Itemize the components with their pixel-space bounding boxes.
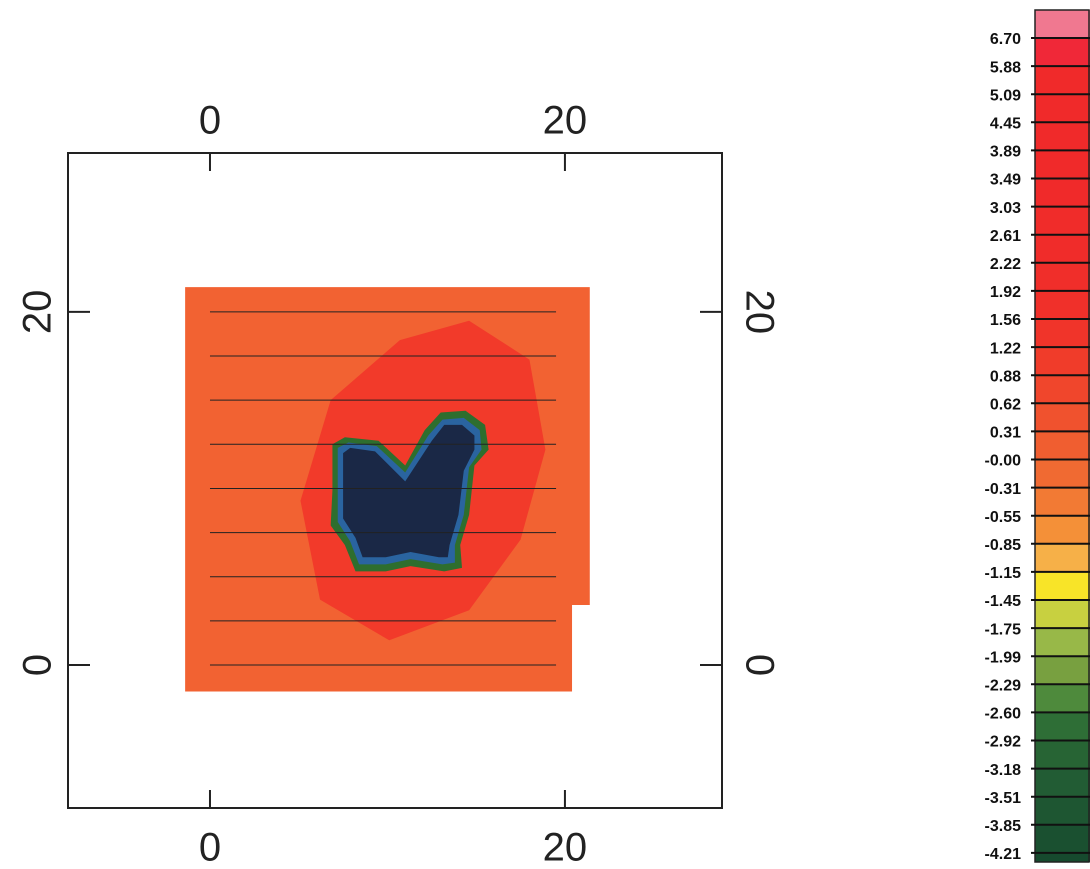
colorbar-label: -0.55 [985, 509, 1022, 526]
colorbar-label: -1.45 [985, 593, 1022, 610]
colorbar-label: 0.88 [990, 368, 1021, 385]
colorbar-swatch [1035, 375, 1090, 404]
colorbar-swatch [1035, 515, 1090, 544]
colorbar-swatch [1035, 740, 1090, 769]
colorbar-label: 1.22 [990, 340, 1021, 357]
colorbar-swatch [1035, 122, 1090, 151]
colorbar-swatch [1035, 206, 1090, 235]
colorbar-swatch [1035, 94, 1090, 123]
colorbar-label: 0.31 [990, 425, 1021, 442]
colorbar-label: -3.51 [985, 790, 1022, 807]
colorbar-swatch [1035, 347, 1090, 376]
colorbar-label: 3.49 [990, 172, 1021, 189]
colorbar-label: 5.88 [990, 59, 1021, 76]
colorbar-swatch [1035, 38, 1090, 67]
colorbar-label: 0.62 [990, 397, 1021, 414]
colorbar-label: -2.29 [985, 678, 1022, 695]
colorbar-label: 5.09 [990, 87, 1021, 104]
x-tick-label: 0 [199, 826, 221, 869]
colorbar-label: -0.31 [985, 481, 1022, 498]
colorbar-swatch [1035, 431, 1090, 460]
colorbar-swatch [1035, 319, 1090, 348]
colorbar-swatch [1035, 150, 1090, 179]
colorbar-swatch [1035, 600, 1090, 629]
plot-frame [67, 152, 723, 809]
colorbar-label: 4.45 [990, 116, 1021, 133]
colorbar-swatch [1035, 262, 1090, 291]
colorbar-swatch [1035, 487, 1090, 516]
colorbar-swatch [1035, 459, 1090, 488]
colorbar-swatch [1035, 290, 1090, 319]
colorbar-label: -1.99 [985, 649, 1022, 666]
colorbar-label: 1.56 [990, 312, 1021, 329]
colorbar-swatch [1035, 571, 1090, 600]
x-tick-label: 20 [543, 826, 588, 869]
colorbar-label: 3.03 [990, 200, 1021, 217]
colorbar-swatch [1035, 234, 1090, 263]
colorbar-swatch [1035, 796, 1090, 825]
y-tick-label: 0 [737, 654, 781, 676]
colorbar-swatch [1035, 684, 1090, 713]
colorbar-label: 1.92 [990, 284, 1021, 301]
colorbar-label: 6.70 [990, 31, 1021, 48]
colorbar-swatch [1035, 656, 1090, 685]
colorbar-frame [1034, 9, 1090, 863]
x-tick-label: 20 [543, 99, 588, 143]
colorbar-label: -3.85 [985, 818, 1022, 835]
colorbar-label: -0.85 [985, 537, 1022, 554]
colorbar-swatch [1035, 403, 1090, 432]
colorbar-swatch [1035, 66, 1090, 95]
colorbar-swatch [1035, 712, 1090, 741]
colorbar-label: -2.60 [985, 706, 1022, 723]
colorbar-swatch [1035, 768, 1090, 797]
colorbar-label: -1.75 [985, 621, 1022, 638]
colorbar-label: -0.00 [985, 453, 1022, 470]
colorbar-label: -1.15 [985, 565, 1022, 582]
colorbar-swatch [1035, 10, 1090, 38]
colorbar-label: 2.22 [990, 256, 1021, 273]
colorbar-swatch [1035, 178, 1090, 207]
y-tick-label: 20 [16, 290, 60, 335]
y-tick-label: 20 [737, 290, 781, 335]
colorbar-label: -3.18 [985, 762, 1022, 779]
colorbar-swatch [1035, 628, 1090, 657]
colorbar-swatch [1035, 852, 1090, 862]
x-tick-label: 0 [199, 99, 221, 143]
colorbar-swatch [1035, 543, 1090, 572]
contour-region [343, 424, 475, 558]
colorbar-label: -4.21 [985, 846, 1022, 863]
colorbar-label: 2.61 [990, 228, 1021, 245]
colorbar-label: 3.89 [990, 144, 1021, 161]
colorbar-label: -2.92 [985, 734, 1022, 751]
colorbar-swatch [1035, 824, 1090, 853]
y-tick-label: 0 [16, 654, 60, 676]
